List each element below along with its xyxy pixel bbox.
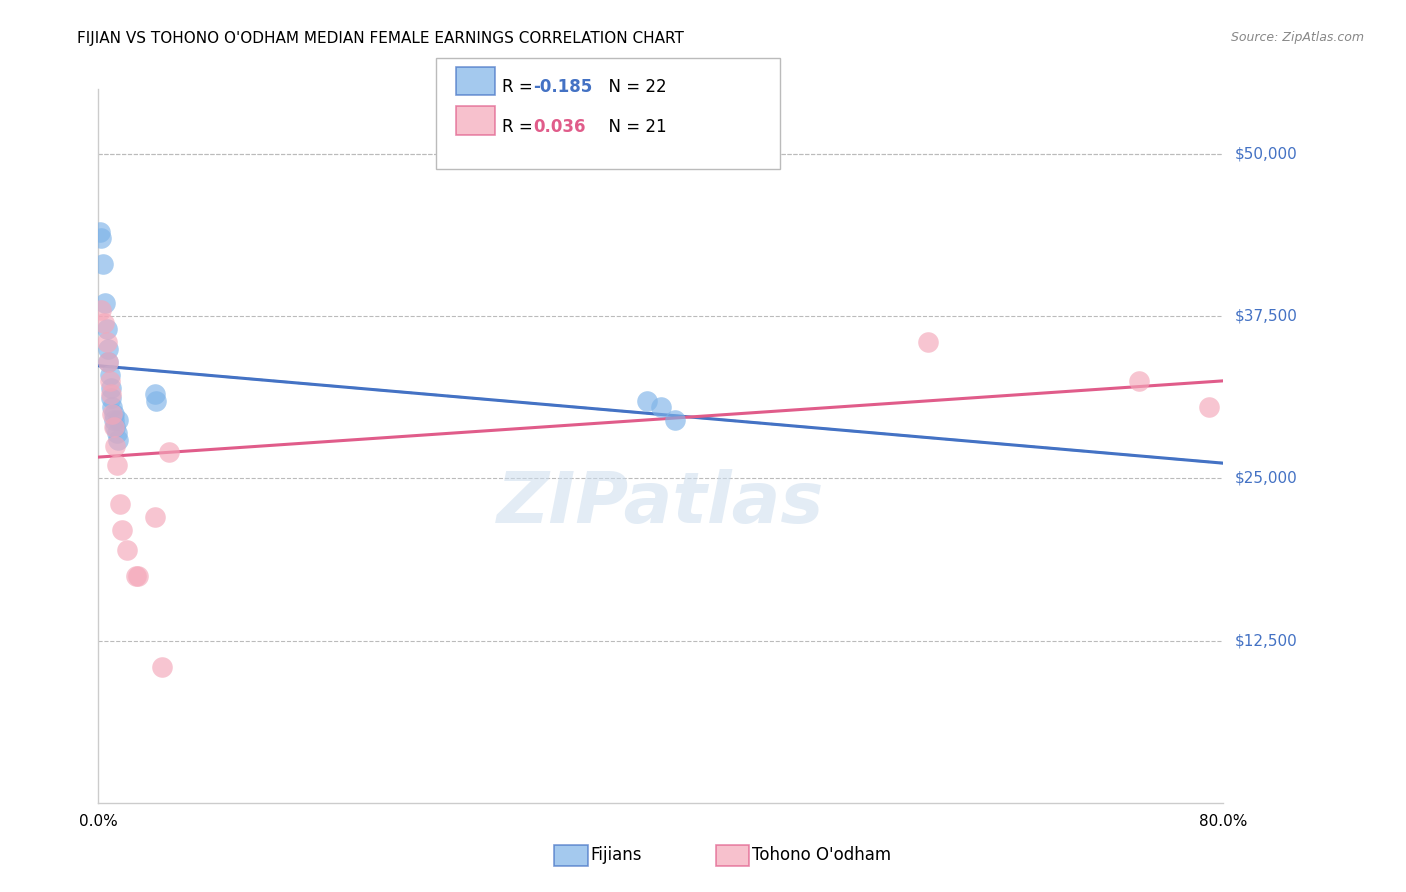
Point: [1198, 400, 1220, 414]
Point: [90, 302, 112, 317]
Point: [917, 335, 939, 350]
Point: [97, 342, 120, 356]
Text: $37,500: $37,500: [1234, 309, 1298, 324]
Point: [104, 419, 127, 434]
Point: [1128, 374, 1150, 388]
Point: [98, 368, 121, 382]
Text: 0.036: 0.036: [533, 118, 585, 136]
Text: Tohono O'odham: Tohono O'odham: [752, 847, 891, 864]
Point: [101, 400, 124, 414]
Point: [103, 419, 125, 434]
Point: [103, 413, 125, 427]
Point: [89, 225, 111, 239]
Point: [96, 335, 118, 350]
Text: N = 22: N = 22: [598, 78, 666, 96]
Text: Source: ZipAtlas.com: Source: ZipAtlas.com: [1230, 31, 1364, 45]
Point: [101, 407, 124, 421]
Point: [105, 458, 128, 473]
Point: [105, 425, 128, 440]
Point: [150, 659, 173, 673]
Point: [143, 510, 166, 524]
Point: [636, 393, 658, 408]
Point: [103, 407, 125, 421]
Point: [127, 568, 149, 582]
Text: R =: R =: [502, 78, 538, 96]
Point: [94, 296, 117, 310]
Point: [664, 413, 686, 427]
Point: [107, 433, 129, 447]
Point: [97, 354, 120, 368]
Text: $50,000: $50,000: [1234, 146, 1298, 161]
Point: [143, 387, 166, 401]
Point: [108, 497, 131, 511]
Point: [97, 354, 120, 368]
Text: $25,000: $25,000: [1234, 471, 1298, 486]
Point: [157, 445, 180, 459]
Point: [125, 568, 148, 582]
Text: -0.185: -0.185: [533, 78, 592, 96]
Point: [91, 257, 114, 271]
Point: [104, 439, 127, 453]
Point: [650, 400, 672, 414]
Text: ZIPatlas: ZIPatlas: [498, 468, 824, 538]
Point: [100, 387, 122, 401]
Point: [100, 391, 122, 405]
Text: N = 21: N = 21: [598, 118, 666, 136]
Point: [100, 381, 122, 395]
Point: [90, 231, 112, 245]
Point: [98, 374, 121, 388]
Point: [107, 413, 129, 427]
Text: R =: R =: [502, 118, 538, 136]
Point: [111, 524, 134, 538]
Point: [96, 322, 118, 336]
Text: Fijians: Fijians: [591, 847, 643, 864]
Text: $12,500: $12,500: [1234, 633, 1298, 648]
Text: FIJIAN VS TOHONO O'ODHAM MEDIAN FEMALE EARNINGS CORRELATION CHART: FIJIAN VS TOHONO O'ODHAM MEDIAN FEMALE E…: [77, 31, 685, 46]
Point: [93, 316, 115, 330]
Point: [145, 393, 167, 408]
Point: [115, 542, 138, 557]
